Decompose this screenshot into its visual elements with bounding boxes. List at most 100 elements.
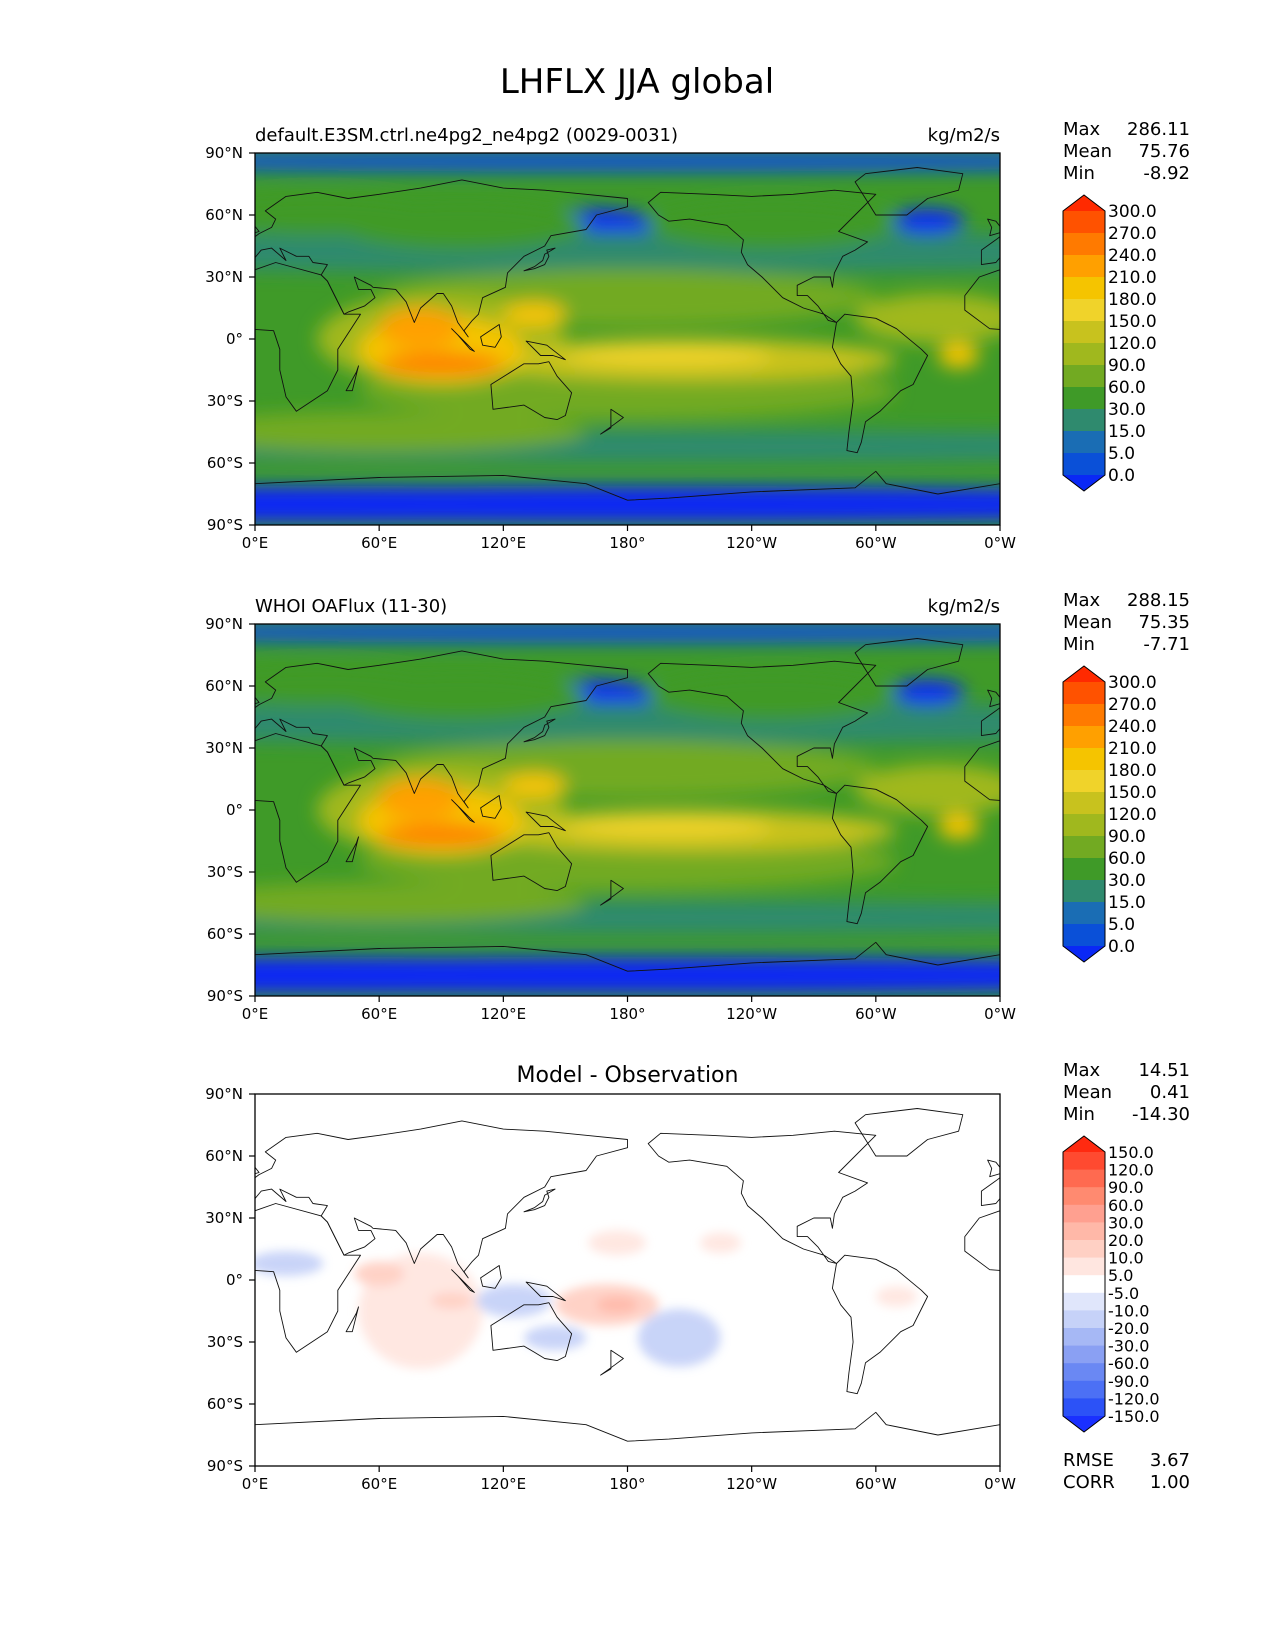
field-region-19 — [503, 772, 566, 798]
colorbar-level-label: 90.0 — [1108, 1178, 1144, 1197]
panel-title: default.E3SM.ctrl.ne4pg2_ne4pg2 (0029-00… — [255, 125, 678, 146]
coastline-nz — [600, 1349, 624, 1376]
colorbar-segment — [1063, 836, 1105, 859]
y-tick-label: 60°S — [207, 454, 243, 472]
colorbar-level-label: 30.0 — [1108, 871, 1146, 891]
panel-units: kg/m2/s — [928, 125, 1000, 146]
colorbar-segment — [1063, 1310, 1105, 1329]
colorbar-level-label: 90.0 — [1108, 356, 1146, 376]
colorbar-segment — [1063, 748, 1105, 771]
colorbar-level-label: -30.0 — [1108, 1337, 1149, 1356]
x-tick-label: 0°W — [984, 1475, 1016, 1493]
coastlines — [255, 1108, 1000, 1466]
colorbar-level-label: -90.0 — [1108, 1372, 1149, 1391]
field-region-17 — [379, 779, 462, 821]
coastline-madagascar — [345, 365, 359, 392]
stats-block: Max 286.11 Mean 75.76 Min -8.92 — [1063, 119, 1190, 184]
stat-label: Mean — [1063, 612, 1112, 633]
coastline-greenland — [854, 638, 964, 687]
y-tick-label: 90°N — [205, 1085, 243, 1103]
colorbar-level-label: 0.0 — [1108, 937, 1135, 957]
coastline-sumatra — [451, 328, 475, 352]
stat-label: Mean — [1063, 1082, 1112, 1103]
y-tick-label: 30°N — [205, 1209, 243, 1227]
coastline-samerica — [831, 313, 929, 454]
stat-label: Max — [1063, 590, 1101, 611]
colorbar-level-label: 210.0 — [1108, 739, 1157, 759]
coastline-japan — [523, 247, 556, 272]
colorbar-segment — [1063, 1204, 1105, 1223]
x-tick-label: 120°E — [481, 1475, 527, 1493]
coastline-sumatra — [451, 1269, 475, 1293]
colorbar-level-label: 30.0 — [1108, 1213, 1144, 1232]
field-region-18 — [379, 824, 504, 846]
colorbar-level-label: -5.0 — [1108, 1284, 1139, 1303]
colorbar-segment — [1063, 1275, 1105, 1294]
colorbar-level-label: 15.0 — [1108, 422, 1146, 442]
colorbar-level-label: 60.0 — [1108, 1196, 1144, 1215]
stats-block: Max 288.15 Mean 75.35 Min -7.71 — [1063, 590, 1190, 655]
colorbar-segment — [1063, 409, 1105, 432]
coastline-eurasia — [255, 1120, 628, 1279]
x-tick-label: 180° — [609, 534, 645, 552]
figure-title: LHFLX JJA global — [500, 62, 774, 102]
coastline-newguinea — [525, 811, 566, 832]
y-tick-label: 90°N — [205, 144, 243, 162]
colorbar-level-label: 150.0 — [1108, 1143, 1154, 1162]
colorbar-segment — [1063, 682, 1105, 705]
coastlines — [255, 638, 1000, 996]
coastline-namerica — [647, 189, 877, 323]
field-region-15 — [855, 764, 1000, 815]
coastline-uk — [987, 689, 1000, 708]
colorbar-extend-bottom — [1063, 1416, 1105, 1432]
colorbar-segment — [1063, 431, 1105, 454]
colorbar-segment — [1063, 726, 1105, 749]
colorbar-segment — [1063, 1328, 1105, 1347]
stat-value: -7.71 — [1143, 634, 1190, 655]
field-region-19 — [503, 301, 566, 327]
stat-value: 286.11 — [1127, 119, 1190, 140]
y-tick-label: 30°N — [205, 739, 243, 757]
coastline-japan — [523, 1188, 556, 1213]
colorbar-level-label: 120.0 — [1108, 805, 1157, 825]
field-region-2 — [255, 624, 1000, 643]
colorbar-outline — [1062, 1135, 1106, 1433]
diff-region-11 — [875, 1286, 918, 1307]
field-region-1 — [255, 485, 1000, 523]
coastline-greenland — [854, 1108, 964, 1157]
colorbar-level-label: 270.0 — [1108, 695, 1157, 715]
field-region-9 — [648, 671, 897, 722]
coastline-japan — [523, 718, 556, 743]
colorbar-segment — [1063, 255, 1105, 278]
colorbar-level-label: 240.0 — [1108, 717, 1157, 737]
field-region-2 — [255, 153, 1000, 172]
contour-field — [255, 624, 1000, 996]
colorbar-level-label: 120.0 — [1108, 1161, 1154, 1180]
field-region-12 — [255, 411, 587, 453]
coastline-samerica — [831, 1254, 929, 1395]
stat-label: Min — [1063, 634, 1095, 655]
coastline-namerica — [647, 660, 877, 794]
colorbar-segment — [1063, 1380, 1105, 1399]
stat-value: 75.35 — [1138, 612, 1190, 633]
colorbar-segment — [1063, 365, 1105, 388]
y-tick-label: 30°S — [207, 392, 243, 410]
colorbar-segment — [1063, 770, 1105, 793]
stat-label: Mean — [1063, 141, 1112, 162]
colorbar-segment — [1063, 387, 1105, 410]
stat-label: Min — [1063, 163, 1095, 184]
colorbar-segment — [1063, 1187, 1105, 1206]
field-region-1 — [255, 956, 1000, 994]
y-tick-label: 0° — [226, 330, 243, 348]
field-region-20 — [937, 814, 980, 839]
colorbar-segment — [1063, 1169, 1105, 1188]
field-region-4 — [890, 679, 965, 705]
x-tick-label: 180° — [609, 1475, 645, 1493]
stat-value: 75.76 — [1138, 141, 1190, 162]
coastline-antarctica — [255, 941, 1000, 996]
y-tick-label: 90°S — [207, 516, 243, 534]
y-tick-label: 0° — [226, 1271, 243, 1289]
colorbar-segment — [1063, 321, 1105, 344]
coastline-nz — [600, 408, 624, 435]
colorbar-level-label: 5.0 — [1108, 444, 1135, 464]
